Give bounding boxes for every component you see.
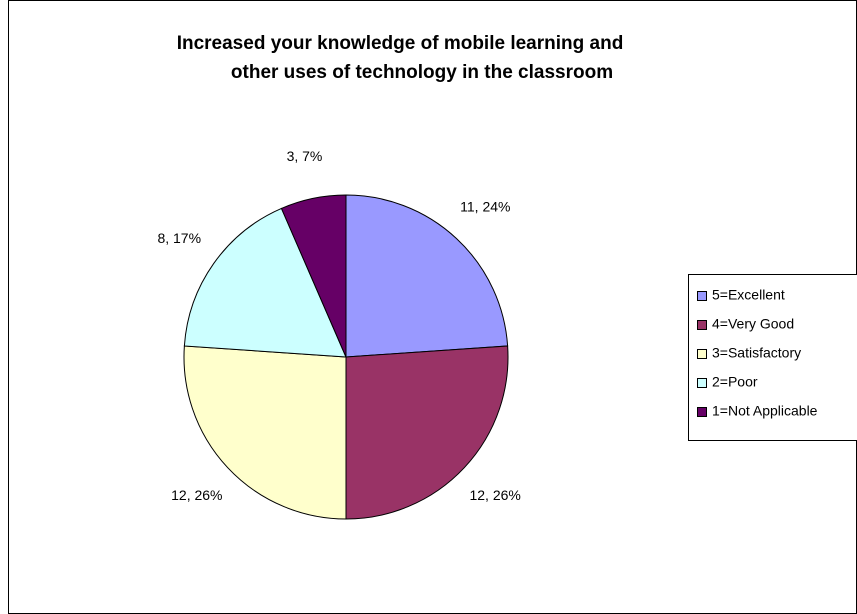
legend-label: 2=Poor	[712, 374, 758, 390]
pie-slice	[183, 207, 347, 358]
legend-swatch	[697, 320, 707, 330]
legend-label: 1=Not Applicable	[712, 403, 818, 419]
data-label: 11, 24%	[460, 199, 510, 215]
legend-label: 5=Excellent	[712, 287, 785, 303]
legend-swatch	[697, 291, 707, 301]
data-label: 12, 26%	[171, 487, 222, 503]
legend-swatch	[697, 407, 707, 417]
legend-swatch	[697, 349, 707, 359]
pie-slice	[345, 194, 509, 358]
chart-title: other uses of technology in the classroo…	[231, 62, 613, 83]
data-label: 3, 7%	[287, 148, 323, 164]
pie-slice	[183, 345, 347, 520]
legend-box	[688, 274, 857, 441]
pie-slice	[280, 194, 347, 358]
legend-label: 3=Satisfactory	[712, 345, 801, 361]
pie-slice	[345, 345, 509, 520]
chart-title: Increased your knowledge of mobile learn…	[177, 33, 624, 54]
legend-swatch	[697, 378, 707, 388]
legend-label: 4=Very Good	[712, 316, 794, 332]
data-label: 8, 17%	[157, 230, 201, 246]
data-label: 12, 26%	[469, 487, 520, 503]
